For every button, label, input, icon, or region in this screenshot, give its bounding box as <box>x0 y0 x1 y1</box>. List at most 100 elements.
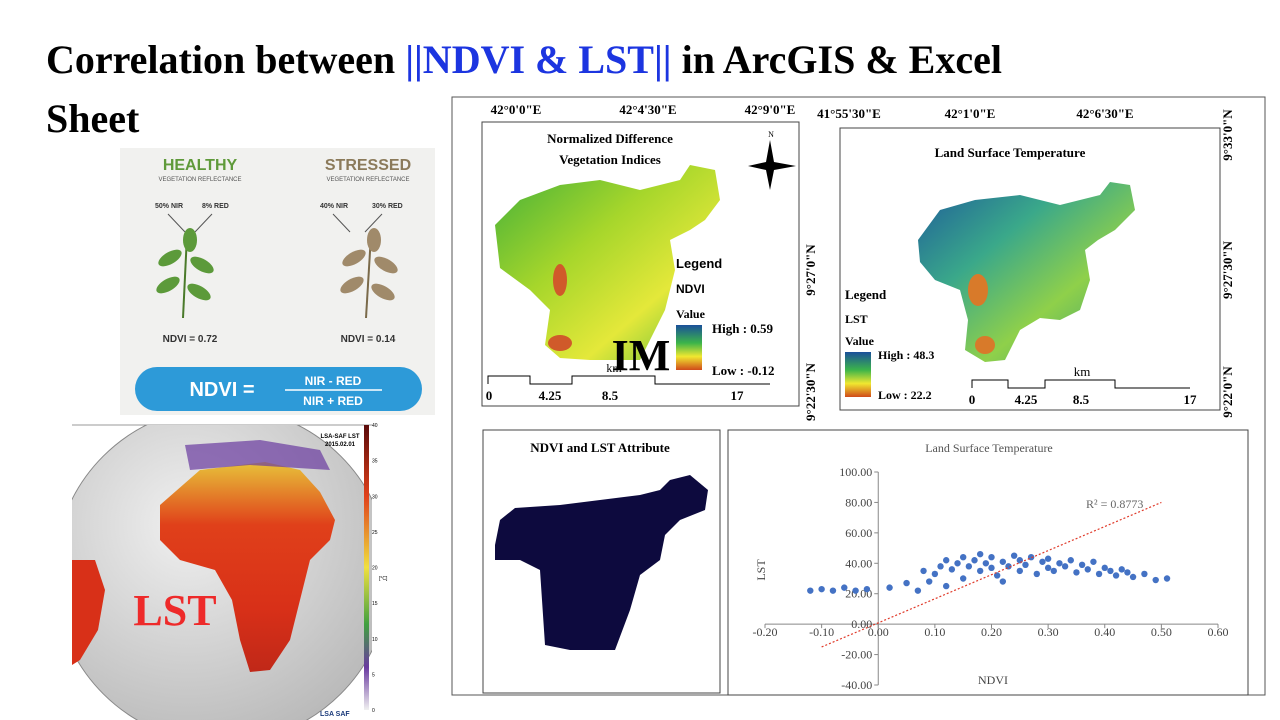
low-ndvi-patch <box>548 335 572 351</box>
data-point <box>937 563 944 570</box>
scale-label: 8.5 <box>602 388 619 403</box>
attribute-region <box>495 475 708 650</box>
coord-label: 9°27'30"N <box>1220 240 1235 299</box>
data-point <box>1044 564 1052 572</box>
data-point <box>807 587 814 594</box>
healthy-plant <box>156 228 214 319</box>
globe-title: LSA-SAF LST <box>321 434 360 440</box>
legend-layer: LST <box>845 312 868 326</box>
x-axis-label: NDVI <box>978 673 1008 687</box>
formula: NDVI = <box>189 379 254 401</box>
high-lst-patch <box>975 336 995 354</box>
data-point <box>976 550 984 558</box>
colorbar-tick-label: 40 <box>372 423 378 429</box>
y-tick-label: 40.00 <box>845 556 872 570</box>
globe <box>72 425 372 720</box>
y-tick-label: 80.00 <box>845 495 872 509</box>
data-point <box>1152 576 1159 584</box>
data-point <box>926 578 933 585</box>
label: VEGETATION REFLECTANCE <box>326 177 409 183</box>
data-point <box>1124 569 1131 576</box>
low-ndvi-patch <box>553 264 567 296</box>
north-arrow <box>748 140 796 190</box>
data-point <box>914 587 922 594</box>
colorbar-tick-label: 0 <box>372 708 375 714</box>
data-point <box>982 560 990 567</box>
data-point <box>959 554 967 561</box>
slide-title: Correlation between ||NDVI & LST|| in Ar… <box>46 37 1002 82</box>
x-tick-label: 0.20 <box>981 625 1002 639</box>
colorbar-tick-label: 20 <box>372 566 378 572</box>
title-part: Correlation between <box>46 37 405 82</box>
attribute-map: NDVI and LST Attribute <box>482 429 721 694</box>
coord-label: 42°0'0"E <box>491 102 542 117</box>
data-point <box>1016 557 1024 564</box>
data-point <box>976 567 984 575</box>
legend-layer: NDVI <box>676 282 705 296</box>
data-point <box>943 582 950 590</box>
label: 8% RED <box>202 203 229 210</box>
plot-area: -40.00-20.000.0020.0040.0060.0080.00100.… <box>753 465 1229 692</box>
data-point <box>959 575 967 582</box>
ndvi-infographic: HEALTHY VEGETATION REFLECTANCE STRESSED … <box>120 148 435 415</box>
data-point <box>965 563 973 570</box>
data-point <box>1112 572 1120 579</box>
x-tick-label: 0.30 <box>1038 625 1059 639</box>
legend-value: Value <box>845 334 875 348</box>
data-point <box>1078 561 1086 569</box>
ndvi-region <box>495 165 720 360</box>
data-point <box>1090 558 1097 565</box>
label: 50% NIR <box>155 203 183 210</box>
data-point <box>999 578 1007 585</box>
label: NDVI = 0.72 <box>163 334 218 345</box>
formula-pill <box>135 367 422 411</box>
data-point <box>1067 557 1074 564</box>
data-point <box>1118 566 1125 573</box>
map-title: NDVI and LST Attribute <box>530 440 670 455</box>
scale-unit: km <box>606 361 622 375</box>
data-point <box>1129 573 1137 581</box>
coord-label: 42°4'30"E <box>619 102 676 117</box>
scale-label: 0 <box>969 392 976 407</box>
chart-title: Land Surface Temperature <box>925 441 1053 455</box>
y-tick-label: 100.00 <box>839 465 872 479</box>
lst-region <box>918 182 1135 362</box>
scale-label: 17 <box>1184 392 1198 407</box>
scatter-chart: Land Surface Temperature NDVI LST -40.00… <box>727 429 1249 696</box>
legend-high: High : 48.3 <box>878 348 934 362</box>
data-point <box>1010 552 1018 559</box>
formula: NIR + RED <box>303 394 363 408</box>
scale-unit: km <box>1074 364 1091 379</box>
lst-map: Land Surface Temperature 41°55'30"E 42°1… <box>817 106 1235 418</box>
data-point <box>948 566 956 573</box>
legend-value: Value <box>676 307 706 321</box>
coord-label: 41°55'30"E <box>817 106 881 121</box>
data-point <box>852 587 859 594</box>
data-point <box>1095 570 1103 578</box>
title-part: in ArcGIS & Excel <box>672 37 1002 82</box>
data-point <box>1033 570 1041 578</box>
scale-label: 4.25 <box>539 388 562 403</box>
data-point <box>920 567 927 575</box>
legend-ramp <box>845 352 871 397</box>
x-tick-label: 0.10 <box>924 625 945 639</box>
x-tick-label: -0.10 <box>809 625 834 639</box>
x-tick-label: -0.20 <box>753 625 778 639</box>
globe-figure: LSA-SAF LST 2015.02.01 LST 40 35 30 25 20 15 1… <box>72 423 388 720</box>
ndvi-map: Normalized Difference Vegetation Indices… <box>481 102 818 421</box>
coord-label: 42°6'30"E <box>1076 106 1133 121</box>
y-axis-label: LST <box>754 559 768 581</box>
label: VEGETATION REFLECTANCE <box>158 177 241 183</box>
colorbar-tick-label: 25 <box>372 530 378 536</box>
data-point <box>829 587 837 594</box>
colorbar-tick-label: 15 <box>372 601 378 607</box>
legend-high: High : 0.59 <box>712 321 774 336</box>
data-point <box>993 572 1001 579</box>
legend-title: Legend <box>676 256 722 271</box>
colorbar-tick-label: 35 <box>372 459 378 465</box>
y-tick-label: -20.00 <box>841 648 872 662</box>
data-point <box>931 570 939 578</box>
data-point <box>971 557 978 564</box>
legend-title: Legend <box>845 287 887 302</box>
data-point <box>841 584 848 591</box>
